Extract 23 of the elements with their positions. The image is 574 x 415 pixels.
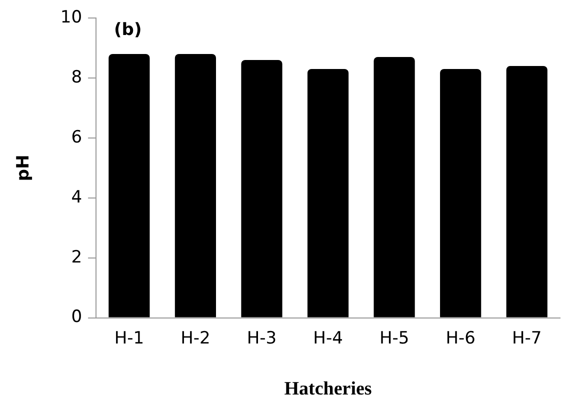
x-axis-title: Hatcheries <box>284 378 372 400</box>
bar <box>241 60 282 318</box>
bar <box>307 68 349 318</box>
y-tick-label: 0 <box>71 307 82 328</box>
x-tick-label: H-7 <box>512 328 542 348</box>
y-tick-label: 6 <box>71 127 82 148</box>
y-tick-label: 4 <box>71 187 82 208</box>
bar <box>440 68 482 318</box>
bar <box>374 56 415 318</box>
x-tick-label: H-2 <box>180 328 210 348</box>
y-axis-title: pH <box>14 154 34 182</box>
x-tick-label: H-6 <box>446 328 476 348</box>
x-tick-label: H-3 <box>246 328 277 348</box>
bar <box>174 54 216 318</box>
y-tick-label: 8 <box>71 67 82 88</box>
annotation: (b) <box>114 20 142 40</box>
y-tick-label: 2 <box>71 247 82 268</box>
bar <box>506 66 548 318</box>
bar <box>108 54 150 318</box>
y-tick-label: 10 <box>60 7 82 28</box>
x-tick-label: H-5 <box>379 328 410 348</box>
x-tick-label: H-4 <box>313 328 343 348</box>
x-tick-label: H-1 <box>114 328 144 348</box>
